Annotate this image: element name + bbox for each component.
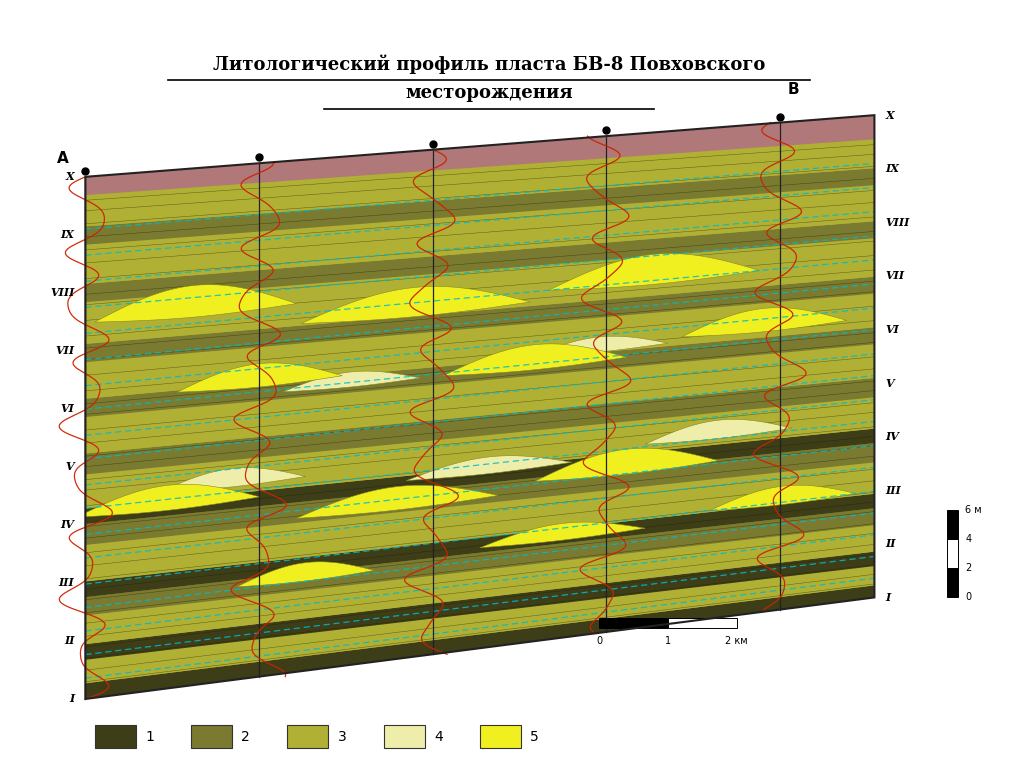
- Polygon shape: [85, 140, 874, 226]
- Polygon shape: [85, 463, 874, 581]
- Polygon shape: [85, 344, 874, 453]
- Polygon shape: [85, 378, 874, 475]
- Polygon shape: [85, 484, 260, 517]
- Polygon shape: [85, 221, 874, 302]
- Text: VIII: VIII: [886, 217, 909, 228]
- Polygon shape: [535, 448, 719, 482]
- Text: IV: IV: [886, 431, 899, 443]
- Text: VII: VII: [886, 271, 904, 281]
- Polygon shape: [301, 286, 530, 324]
- Bar: [287, 725, 329, 749]
- Polygon shape: [85, 429, 874, 524]
- Text: II: II: [63, 635, 75, 647]
- Polygon shape: [443, 344, 627, 376]
- Text: 3: 3: [338, 729, 346, 744]
- Bar: [480, 725, 521, 749]
- Polygon shape: [549, 254, 760, 290]
- Text: 0: 0: [966, 592, 972, 602]
- Text: 2: 2: [966, 564, 972, 574]
- Text: V: V: [886, 377, 894, 389]
- Polygon shape: [85, 277, 874, 362]
- Polygon shape: [85, 509, 874, 615]
- Text: 1: 1: [145, 729, 154, 744]
- Polygon shape: [94, 285, 296, 322]
- Text: 0: 0: [596, 636, 602, 646]
- Polygon shape: [85, 397, 874, 509]
- Polygon shape: [85, 185, 874, 284]
- Polygon shape: [237, 561, 375, 587]
- Bar: [599, 617, 668, 628]
- Text: II: II: [886, 538, 896, 549]
- Polygon shape: [85, 494, 874, 597]
- Text: IX: IX: [60, 229, 75, 240]
- Text: Литологический профиль пласта БВ-8 Повховского: Литологический профиль пласта БВ-8 Повхо…: [213, 54, 765, 74]
- Text: 6 м: 6 м: [966, 505, 982, 515]
- Polygon shape: [85, 443, 874, 545]
- Bar: [384, 725, 425, 749]
- Text: 4: 4: [966, 535, 972, 545]
- Polygon shape: [710, 486, 856, 511]
- Polygon shape: [682, 308, 847, 337]
- Polygon shape: [85, 566, 874, 683]
- Bar: [668, 617, 737, 628]
- Polygon shape: [85, 585, 874, 699]
- Bar: [190, 725, 232, 749]
- Text: A: A: [56, 151, 69, 166]
- Text: B: B: [787, 82, 800, 97]
- Text: 1: 1: [665, 636, 671, 646]
- Bar: [94, 725, 136, 749]
- Bar: [947, 510, 957, 539]
- Text: IV: IV: [60, 519, 75, 531]
- Text: IX: IX: [886, 163, 899, 174]
- Text: 2 км: 2 км: [725, 636, 749, 646]
- Text: VI: VI: [886, 324, 899, 335]
- Polygon shape: [296, 486, 499, 518]
- Text: III: III: [58, 578, 75, 588]
- Text: 4: 4: [434, 729, 442, 744]
- Polygon shape: [159, 468, 305, 492]
- Polygon shape: [85, 328, 874, 417]
- Polygon shape: [407, 456, 571, 481]
- Text: X: X: [66, 171, 75, 183]
- Polygon shape: [85, 525, 874, 644]
- Polygon shape: [85, 239, 874, 344]
- Polygon shape: [85, 115, 874, 195]
- Text: месторождения: месторождения: [406, 84, 572, 103]
- Polygon shape: [177, 363, 342, 392]
- Text: V: V: [66, 462, 75, 472]
- Text: VII: VII: [55, 345, 75, 357]
- Text: VIII: VIII: [50, 288, 75, 298]
- Polygon shape: [85, 115, 874, 699]
- Text: X: X: [886, 110, 894, 120]
- Bar: [947, 568, 957, 597]
- Bar: [947, 539, 957, 568]
- Polygon shape: [85, 168, 874, 245]
- Text: VI: VI: [60, 403, 75, 414]
- Text: I: I: [886, 592, 891, 603]
- Polygon shape: [645, 420, 792, 444]
- Polygon shape: [85, 294, 874, 399]
- Text: 5: 5: [530, 729, 539, 744]
- Text: 2: 2: [242, 729, 250, 744]
- Polygon shape: [283, 371, 420, 392]
- Text: I: I: [69, 693, 75, 704]
- Polygon shape: [530, 336, 668, 357]
- Polygon shape: [85, 551, 874, 660]
- Text: III: III: [886, 485, 901, 495]
- Polygon shape: [480, 522, 645, 548]
